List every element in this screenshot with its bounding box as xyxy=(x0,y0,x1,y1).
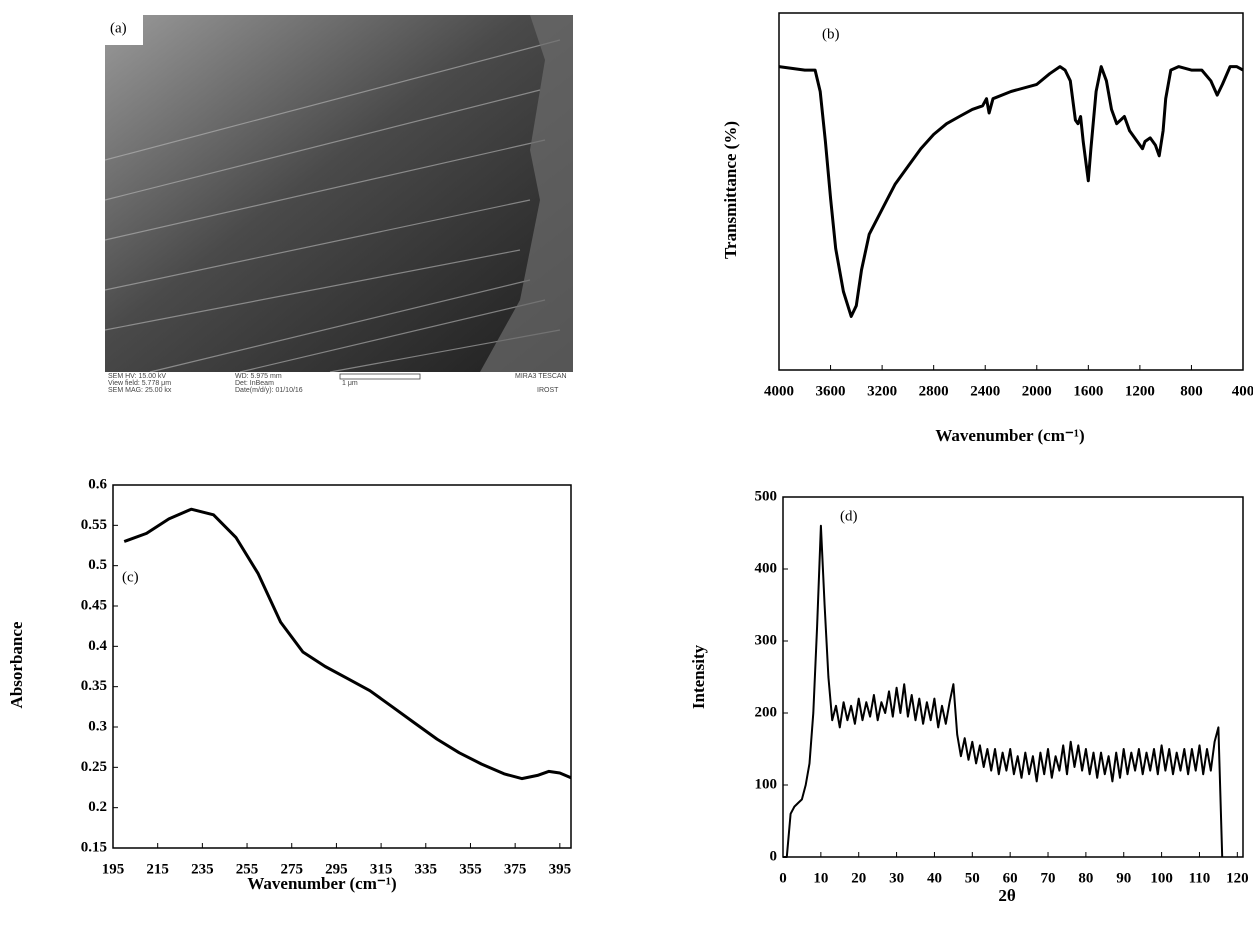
sem-info: Det: InBeam xyxy=(235,380,274,387)
sem-info: Date(m/d/y): 01/10/16 xyxy=(235,387,303,394)
scale-bar xyxy=(339,373,421,380)
x-tick-label: 395 xyxy=(549,861,572,877)
x-tick-label: 3600 xyxy=(816,383,846,399)
sem-info: IROST xyxy=(537,387,559,394)
x-tick-label: 800 xyxy=(1180,383,1203,399)
sem-info: WD: 5.975 mm xyxy=(235,373,282,380)
x-tick-label: 120 xyxy=(1226,870,1249,886)
x-tick-label: 355 xyxy=(459,861,482,877)
data-line xyxy=(778,65,1244,318)
x-tick-label: 375 xyxy=(504,861,527,877)
y-axis-label: Intensity xyxy=(689,644,708,709)
y-tick-label: 0.35 xyxy=(81,678,107,694)
y-tick-label: 0.6 xyxy=(88,476,107,492)
x-tick-label: 295 xyxy=(325,861,348,877)
sem-info: View field: 5.778 μm xyxy=(108,380,171,387)
x-tick-label: 10 xyxy=(813,870,828,886)
y-tick-label: 0.15 xyxy=(81,839,107,855)
x-tick-label: 275 xyxy=(280,861,303,877)
x-axis-label: Wavenumber (cm⁻¹) xyxy=(935,426,1084,445)
y-tick-label: 200 xyxy=(755,704,778,720)
x-tick-label: 255 xyxy=(236,861,259,877)
plot-frame xyxy=(112,484,572,849)
data-line xyxy=(783,524,1224,858)
x-tick-label: 2000 xyxy=(1022,383,1052,399)
y-tick-label: 500 xyxy=(755,488,778,504)
panel-label: (b) xyxy=(822,26,840,42)
x-tick-label: 1600 xyxy=(1073,383,1103,399)
sem-info: SEM MAG: 25.00 kx xyxy=(108,387,172,394)
x-tick-label: 70 xyxy=(1041,870,1056,886)
x-tick-label: 40 xyxy=(927,870,942,886)
x-tick-label: 60 xyxy=(1003,870,1018,886)
sem-footer: SEM HV: 15.00 kV WD: 5.975 mm MIRA3 TESCAN… xyxy=(108,373,567,394)
y-tick-label: 0.4 xyxy=(88,638,107,654)
x-tick-label: 80 xyxy=(1078,870,1093,886)
x-tick-label: 315 xyxy=(370,861,393,877)
sem-info: MIRA3 TESCAN xyxy=(515,373,567,380)
y-axis-label: Absorbance xyxy=(7,621,26,708)
panel-label: (a) xyxy=(110,20,127,36)
x-tick-label: 0 xyxy=(779,870,787,886)
y-tick-label: 0.55 xyxy=(81,517,107,533)
y-tick-label: 0.3 xyxy=(88,718,107,734)
panel-label: (d) xyxy=(840,508,858,524)
x-tick-label: 335 xyxy=(415,861,438,877)
x-tick-label: 235 xyxy=(191,861,214,877)
x-tick-label: 2800 xyxy=(919,383,949,399)
y-tick-label: 300 xyxy=(755,632,778,648)
x-tick-label: 215 xyxy=(146,861,169,877)
x-axis-label: Wavenumber (cm⁻¹) xyxy=(247,874,396,893)
sem-info: SEM HV: 15.00 kV xyxy=(108,373,166,380)
y-tick-label: 400 xyxy=(755,560,778,576)
y-tick-label: 100 xyxy=(755,776,778,792)
x-tick-label: 4000 xyxy=(764,383,794,399)
sem-image xyxy=(104,15,573,392)
x-tick-label: 400 xyxy=(1232,383,1253,399)
x-tick-label: 1200 xyxy=(1125,383,1155,399)
x-tick-label: 90 xyxy=(1116,870,1131,886)
x-tick-label: 50 xyxy=(965,870,980,886)
y-tick-label: 0.45 xyxy=(81,597,107,613)
x-tick-label: 100 xyxy=(1150,870,1173,886)
y-tick-label: 0 xyxy=(770,848,778,864)
x-tick-label: 110 xyxy=(1189,870,1211,886)
x-tick-label: 20 xyxy=(851,870,866,886)
x-axis-label: 2θ xyxy=(998,886,1016,905)
y-axis-label: Transmittance (%) xyxy=(721,121,740,259)
x-tick-label: 2400 xyxy=(970,383,1000,399)
sem-info: 1 μm xyxy=(342,380,358,387)
y-tick-label: 0.25 xyxy=(81,759,107,775)
plot-frame xyxy=(782,496,1244,858)
x-tick-label: 195 xyxy=(102,861,125,877)
x-tick-label: 30 xyxy=(889,870,904,886)
y-tick-label: 0.2 xyxy=(88,799,107,815)
x-tick-label: 3200 xyxy=(867,383,897,399)
panel-label: (c) xyxy=(122,569,139,585)
plot-frame xyxy=(778,12,1244,371)
y-tick-label: 0.5 xyxy=(88,557,107,573)
data-line xyxy=(123,507,572,781)
